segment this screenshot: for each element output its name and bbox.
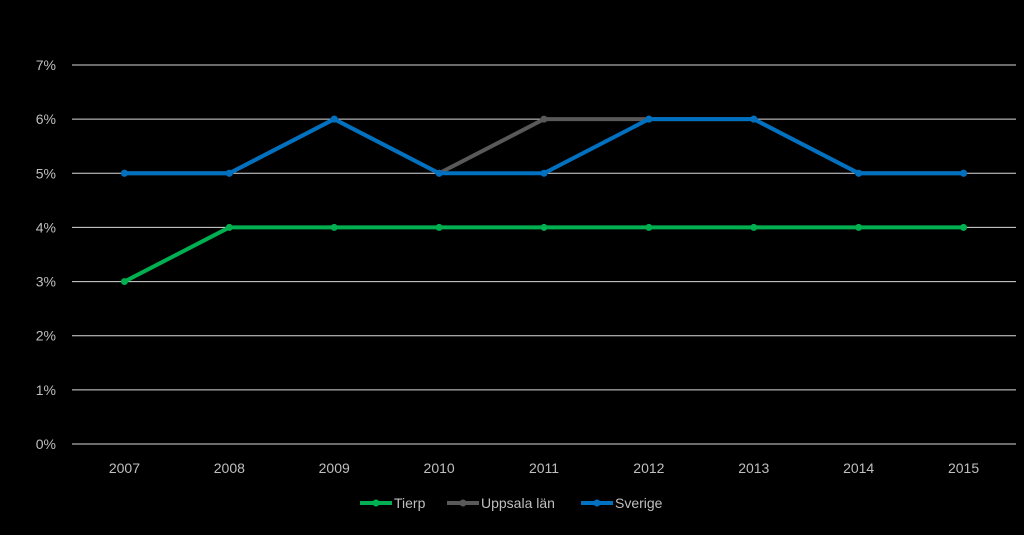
x-tick-label: 2008 (214, 460, 245, 476)
y-tick-label: 5% (36, 165, 56, 181)
y-tick-label: 1% (36, 382, 56, 398)
data-point (645, 223, 653, 231)
legend: Tierp Uppsala län Sverige (360, 495, 663, 511)
x-tick-label: 2009 (319, 460, 350, 476)
data-point (435, 223, 443, 231)
x-tick-label: 2013 (738, 460, 769, 476)
x-tick-label: 2015 (948, 460, 979, 476)
data-point (540, 115, 548, 123)
data-point (750, 223, 758, 231)
series-group (120, 115, 968, 286)
data-point (330, 223, 338, 231)
data-point (960, 223, 968, 231)
legend-label: Uppsala län (481, 495, 555, 511)
data-point (330, 115, 338, 123)
data-point (855, 223, 863, 231)
data-point (960, 169, 968, 177)
series-line-sverige (124, 116, 964, 176)
y-tick-label: 6% (36, 111, 56, 127)
x-tick-label: 2007 (109, 460, 140, 476)
series-line-uppsala-län (124, 116, 964, 176)
data-point (120, 169, 128, 177)
y-tick-label: 2% (36, 328, 56, 344)
x-tick-label: 2010 (424, 460, 455, 476)
legend-marker (459, 499, 467, 507)
series-line-tierp (123, 225, 964, 284)
data-point (540, 223, 548, 231)
data-point (225, 169, 233, 177)
legend-label: Sverige (615, 495, 663, 511)
data-point (645, 115, 653, 123)
data-point (540, 169, 548, 177)
x-axis: 2007 2008 2009 2010 2011 2012 2013 2014 2015 (109, 460, 979, 476)
data-point (225, 223, 233, 231)
legend-marker (593, 499, 601, 507)
data-point (750, 115, 758, 123)
x-tick-label: 2014 (843, 460, 874, 476)
x-tick-label: 2012 (633, 460, 664, 476)
data-point (855, 169, 863, 177)
y-axis: 0% 1% 2% 3% 4% 5% 6% 7% (36, 57, 56, 452)
data-point (435, 169, 443, 177)
y-tick-label: 4% (36, 219, 56, 235)
legend-marker (372, 499, 380, 507)
data-point (120, 278, 128, 286)
x-tick-label: 2011 (529, 460, 559, 476)
y-tick-label: 3% (36, 274, 56, 290)
y-tick-label: 0% (36, 436, 56, 452)
legend-label: Tierp (394, 495, 426, 511)
y-tick-label: 7% (36, 57, 56, 73)
